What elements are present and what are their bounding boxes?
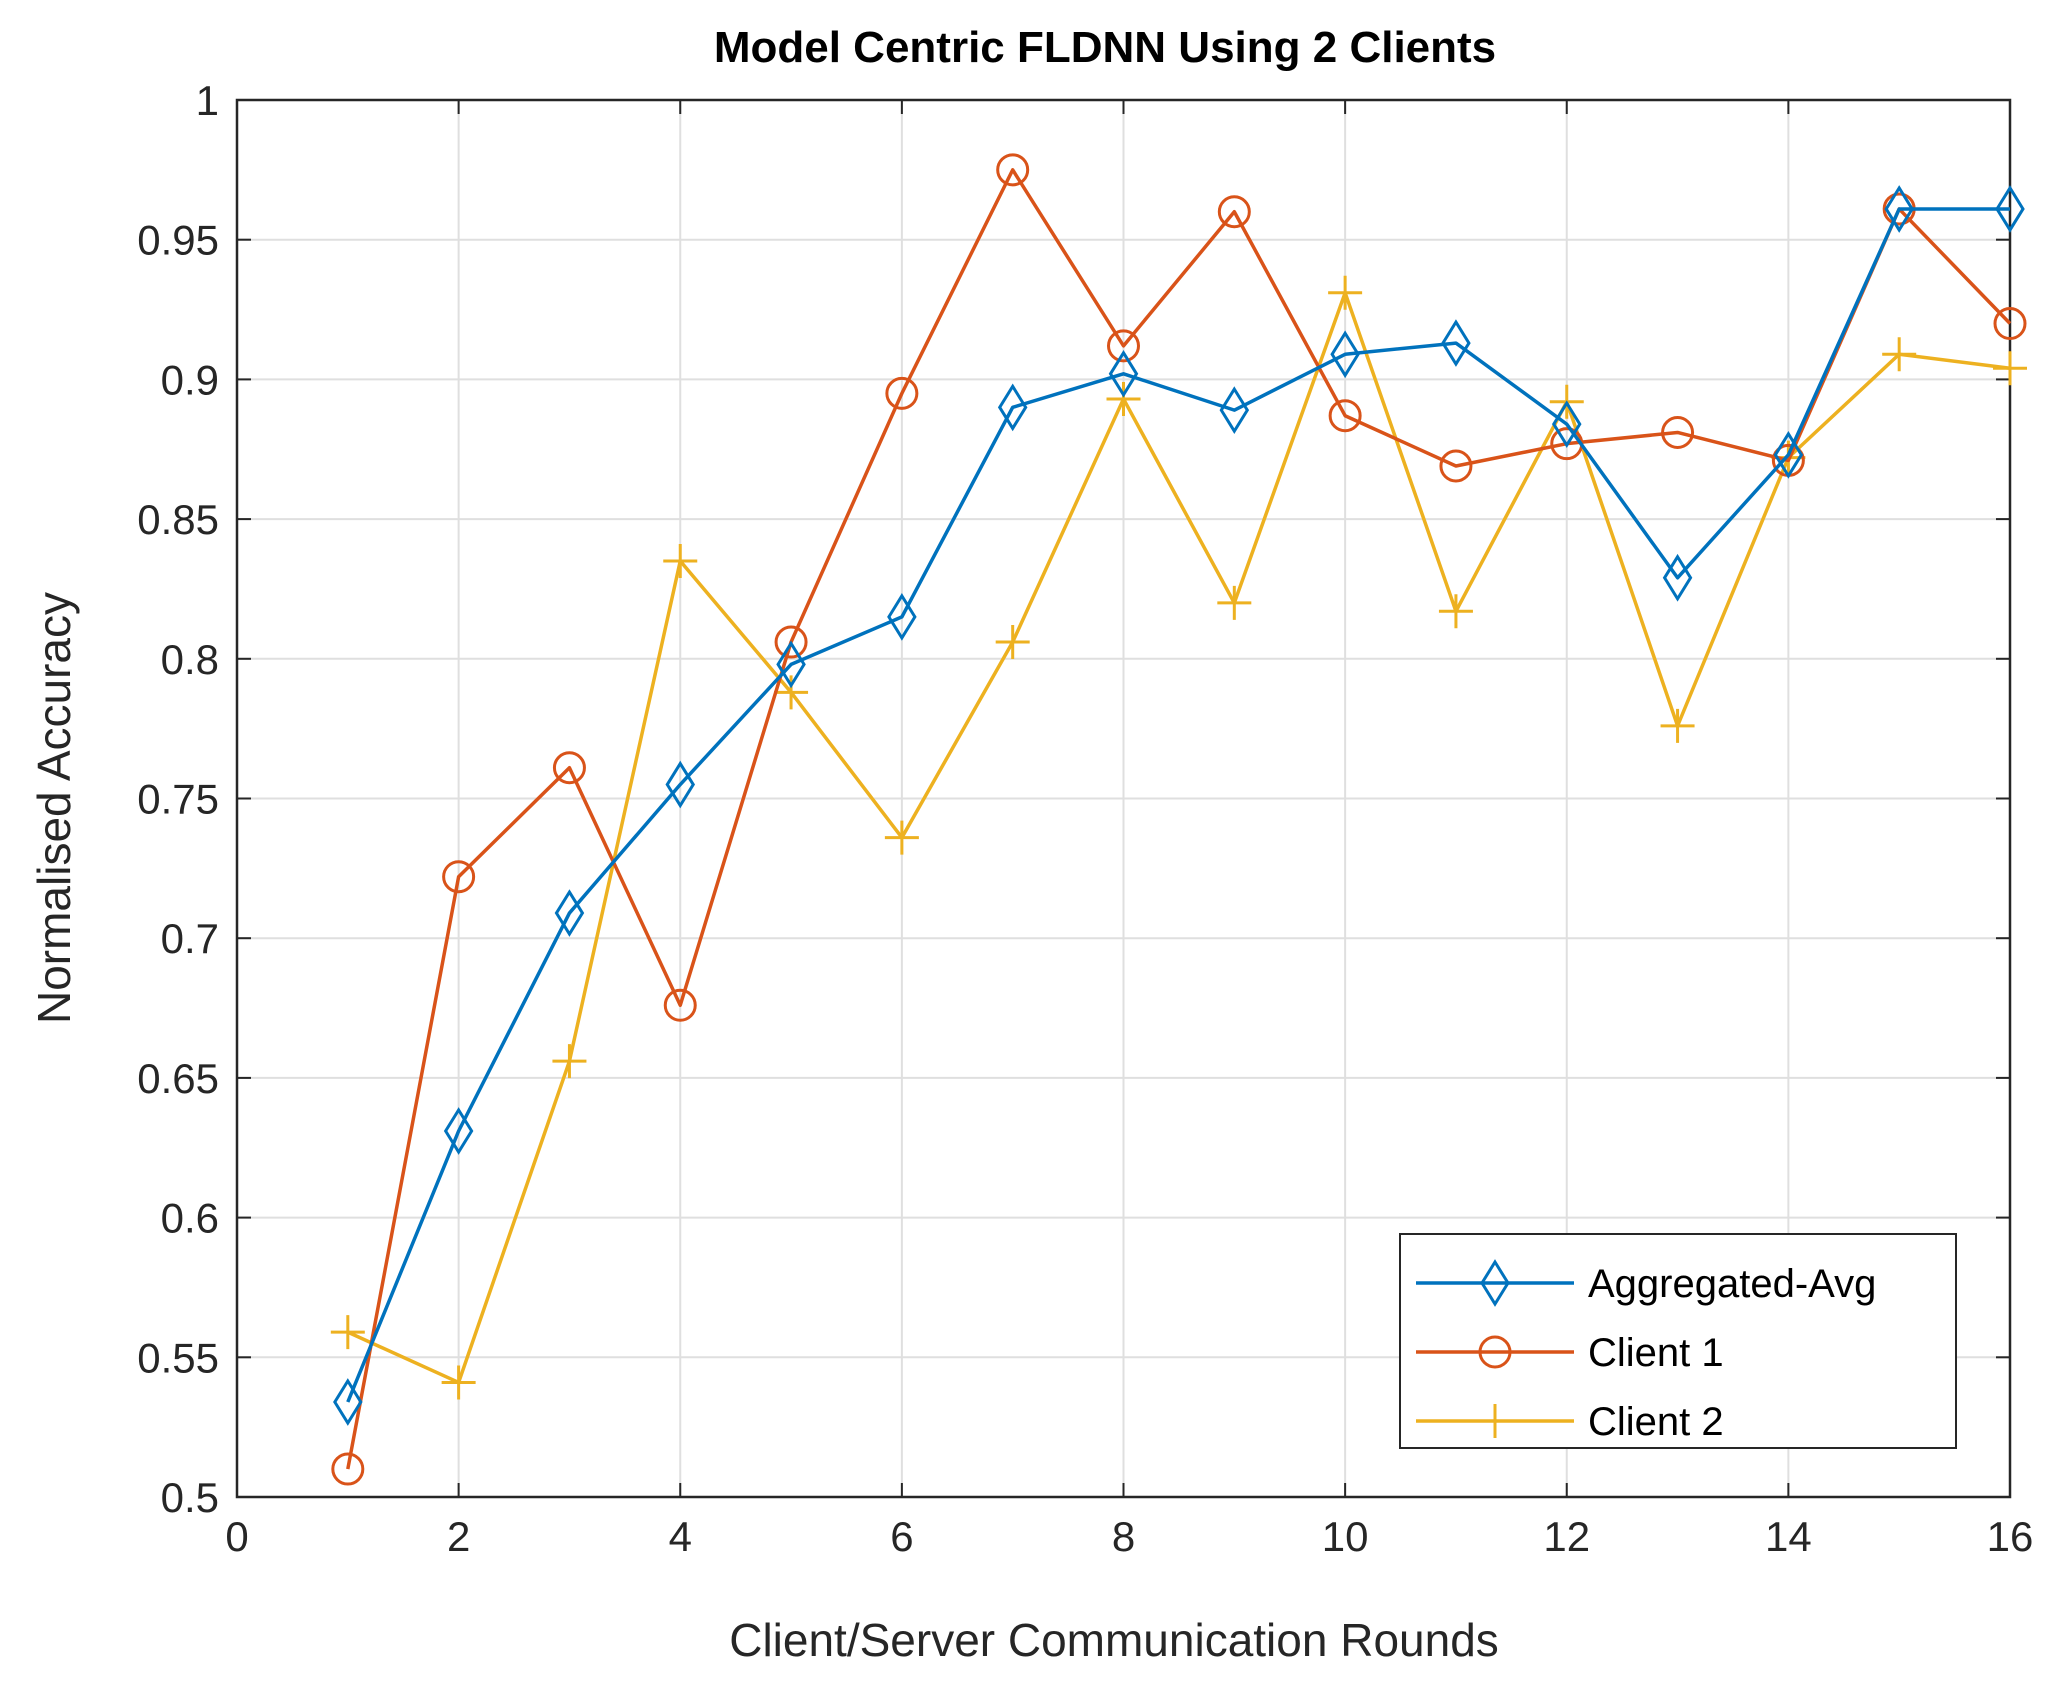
legend-marker [1478, 1335, 1512, 1369]
y-tick-label: 1 [196, 77, 219, 124]
data-point [1882, 337, 1917, 372]
legend-label: Client 1 [1588, 1331, 1724, 1375]
legend-item: Client 2 [1416, 1400, 1724, 1444]
series-aggregated-avg [333, 185, 2025, 1426]
data-point [663, 988, 697, 1022]
legend-box [1399, 1233, 1957, 1449]
data-point [1328, 399, 1362, 433]
x-tick-label: 0 [225, 1513, 248, 1560]
data-point [1219, 386, 1250, 434]
series-line [346, 207, 2010, 1403]
data-point [1661, 415, 1695, 449]
data-point [1660, 708, 1695, 743]
data-point [552, 1044, 587, 1079]
data-point [1441, 319, 1471, 367]
series-line [346, 168, 2012, 1470]
data-point [333, 1378, 363, 1426]
x-tick-label: 10 [1322, 1513, 1369, 1560]
data-point [663, 544, 698, 579]
data-point [997, 383, 1028, 432]
data-point [1993, 351, 2027, 386]
y-tick-label: 0.9 [161, 356, 219, 403]
y-tick-label: 0.95 [137, 217, 219, 264]
data-point [331, 1452, 365, 1486]
data-point [443, 1107, 474, 1155]
data-point [884, 820, 919, 855]
x-tick-label: 4 [669, 1513, 692, 1560]
legend-marker [1480, 1259, 1510, 1307]
data-point [995, 625, 1030, 660]
x-axis-label: Client/Server Communication Rounds [729, 1614, 1499, 1666]
data-point [1439, 449, 1473, 483]
y-tick-label: 0.65 [137, 1055, 219, 1102]
data-point [774, 675, 809, 710]
series-line [347, 291, 2011, 1385]
data-point [1438, 594, 1473, 629]
legend: Aggregated-Avg Client 1 Client 2 [1399, 1233, 1957, 1449]
data-point [774, 625, 808, 659]
data-point [996, 153, 1030, 187]
chart-title: Model Centric FLDNN Using 2 Clients [714, 23, 1496, 72]
ticks: 0 2 4 6 8 10 12 14 16 0.5 0.55 0.6 0.65 0.7 0.75 0.8 0.8… [137, 77, 2033, 1560]
data-point [330, 1315, 365, 1350]
y-tick-label: 0.85 [137, 496, 219, 543]
data-point [885, 376, 919, 410]
data-point [1884, 185, 1914, 233]
data-point [887, 593, 917, 641]
data-point [1217, 195, 1251, 229]
data-point [1106, 381, 1141, 416]
x-tick-label: 16 [1987, 1513, 2034, 1560]
x-tick-label: 6 [890, 1513, 913, 1560]
data-point [1328, 275, 1363, 310]
legend-label: Client 2 [1588, 1400, 1724, 1444]
x-tick-label: 2 [447, 1513, 470, 1560]
data-point [1993, 307, 2027, 341]
data-point [1217, 585, 1252, 620]
grid [237, 100, 2010, 1497]
data-point [442, 860, 476, 894]
data-point [554, 889, 585, 937]
y-tick-label: 0.5 [161, 1474, 219, 1521]
data-point [665, 760, 696, 809]
legend-item: Client 1 [1416, 1331, 1724, 1375]
data-point [776, 640, 806, 689]
x-tick-label: 8 [1112, 1513, 1135, 1560]
series-layer [330, 153, 2027, 1486]
legend-item: Aggregated-Avg [1416, 1259, 1876, 1307]
y-tick-label: 0.8 [161, 636, 219, 683]
y-tick-label: 0.7 [161, 915, 219, 962]
data-point [1995, 185, 2025, 233]
data-point [1107, 329, 1140, 363]
data-point [1551, 400, 1582, 448]
data-point [1108, 349, 1139, 398]
data-point [1773, 430, 1804, 479]
y-tick-label: 0.6 [161, 1195, 219, 1242]
y-tick-label: 0.75 [137, 776, 219, 823]
y-axis-label: Normalised Accuracy [28, 592, 80, 1024]
data-point [552, 751, 586, 785]
y-tick-label: 0.55 [137, 1334, 219, 1381]
legend-marker [1478, 1404, 1512, 1438]
x-tick-label: 12 [1543, 1513, 1590, 1560]
data-point [1662, 553, 1693, 602]
legend-label: Aggregated-Avg [1588, 1262, 1876, 1306]
data-point [1330, 330, 1360, 379]
x-tick-label: 14 [1765, 1513, 1812, 1560]
data-point [441, 1365, 476, 1400]
